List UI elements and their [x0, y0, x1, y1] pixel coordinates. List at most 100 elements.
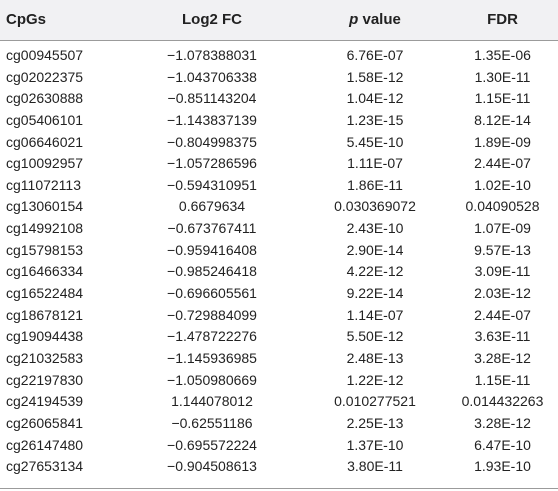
table-row: cg14992108 −0.673767411 2.43E-10 1.07E-09	[0, 218, 558, 240]
cell-cpg: cg18678121	[6, 306, 84, 323]
cell-log2fc: −0.62551186	[171, 414, 253, 431]
cell-cpg: cg24194539	[6, 393, 84, 410]
cell-log2fc: −1.050980669	[167, 371, 257, 388]
cell-fdr: 1.89E-09	[474, 133, 531, 150]
table-header: CpGs Log2 FC p value FDR	[0, 0, 558, 41]
cell-cpg: cg26065841	[6, 414, 84, 431]
cell-fdr: 3.28E-12	[474, 349, 531, 366]
table-row: cg10092957 −1.057286596 1.11E-07 2.44E-07	[0, 153, 558, 175]
table-row: cg15798153 −0.959416408 2.90E-14 9.57E-13	[0, 240, 558, 262]
cell-fdr: 1.35E-06	[474, 47, 531, 63]
cell-cpg: cg16522484	[6, 285, 84, 302]
cell-fdr: 0.014432263	[461, 393, 544, 410]
cell-p-value: 2.48E-13	[346, 349, 404, 366]
cell-p-value: 2.90E-14	[346, 241, 404, 258]
cell-fdr: 1.93E-10	[474, 458, 531, 475]
cell-p-value: 1.23E-15	[346, 111, 404, 128]
cell-fdr: 6.47E-10	[474, 436, 531, 453]
cell-log2fc: −0.985246418	[167, 263, 257, 280]
cell-p-value: 1.11E-07	[347, 155, 403, 172]
table-row: cg27653134 −0.904508613 3.80E-11 1.93E-10	[0, 456, 558, 478]
cell-p-value: 0.010277521	[334, 393, 416, 410]
cell-p-value: 5.50E-12	[346, 328, 404, 345]
cell-cpg: cg22197830	[6, 371, 84, 388]
cell-log2fc: −1.145936985	[167, 349, 257, 366]
cell-log2fc: −0.594310951	[167, 176, 257, 193]
cell-fdr: 1.02E-10	[474, 176, 531, 193]
cell-p-value: 6.76E-07	[346, 47, 404, 63]
cell-fdr: 9.57E-13	[474, 241, 531, 258]
cell-log2fc: −1.043706338	[167, 68, 257, 85]
cell-p-value: 4.22E-12	[346, 263, 404, 280]
cell-p-value: 5.45E-10	[346, 133, 404, 150]
cell-cpg: cg15798153	[6, 241, 84, 258]
cell-p-value: 1.14E-07	[346, 306, 404, 323]
cell-p-value: 2.43E-10	[346, 220, 404, 237]
cell-cpg: cg14992108	[6, 220, 84, 237]
cell-fdr: 3.09E-11	[474, 263, 531, 280]
table-row: cg06646021 −0.804998375 5.45E-10 1.89E-09	[0, 132, 558, 154]
cell-log2fc: −0.729884099	[167, 306, 257, 323]
cell-p-value: 1.86E-11	[347, 176, 403, 193]
header-p-value: p value	[290, 0, 460, 40]
cell-p-value: 1.22E-12	[346, 371, 404, 388]
cell-fdr: 8.12E-14	[474, 111, 531, 128]
table-row: cg26147480 −0.695572224 1.37E-10 6.47E-10	[0, 435, 558, 457]
cell-log2fc: −1.478722276	[167, 328, 257, 345]
table-row: cg02630888 −0.851143204 1.04E-12 1.15E-11	[0, 88, 558, 110]
cell-p-value: 3.80E-11	[347, 458, 403, 475]
cell-cpg: cg16466334	[6, 263, 84, 280]
table-row: cg22197830 −1.050980669 1.22E-12 1.15E-11	[0, 370, 558, 392]
cell-cpg: cg02630888	[6, 90, 84, 107]
cell-log2fc: 1.144078012	[171, 393, 253, 410]
table-row: cg02022375 −1.043706338 1.58E-12 1.30E-11	[0, 67, 558, 89]
table-row: cg13060154 0.6679634 0.030369072 0.04090528	[0, 196, 558, 218]
header-log2fc: Log2 FC	[182, 11, 242, 28]
cell-cpg: cg11072113	[6, 176, 81, 193]
cell-log2fc: −0.673767411	[167, 220, 257, 237]
cell-log2fc: −0.804998375	[167, 133, 257, 150]
table-bottom-rule	[0, 488, 558, 489]
cell-log2fc: 0.6679634	[178, 198, 246, 215]
cell-log2fc: −0.959416408	[167, 241, 257, 258]
cell-log2fc: −1.057286596	[167, 155, 257, 172]
cell-p-value: 1.37E-10	[346, 436, 404, 453]
table-row: cg21032583 −1.145936985 2.48E-13 3.28E-12	[0, 348, 558, 370]
cell-cpg: cg02022375	[6, 68, 84, 85]
header-fdr: FDR	[487, 11, 518, 28]
cell-cpg: cg13060154	[6, 198, 84, 215]
table-row: cg16466334 −0.985246418 4.22E-12 3.09E-11	[0, 261, 558, 283]
cell-fdr: 1.15E-11	[474, 371, 531, 388]
table-row: cg24194539 1.144078012 0.010277521 0.014432…	[0, 391, 558, 413]
cell-p-value: 2.25E-13	[346, 414, 404, 431]
header-cpgs: CpGs	[6, 11, 47, 28]
cell-log2fc: −1.078388031	[167, 47, 257, 63]
table-body: cg00945507 −1.078388031 6.76E-07 1.35E-06 cg…	[0, 45, 558, 478]
cell-cpg: cg27653134	[6, 458, 84, 475]
table-row: cg16522484 −0.696605561 9.22E-14 2.03E-12	[0, 283, 558, 305]
table-row: cg18678121 −0.729884099 1.14E-07 2.44E-07	[0, 305, 558, 327]
cell-fdr: 1.15E-11	[474, 90, 531, 107]
table-row: cg19094438 −1.478722276 5.50E-12 3.63E-11	[0, 326, 558, 348]
header-p-rest: value	[358, 11, 401, 28]
cell-fdr: 2.44E-07	[474, 155, 531, 172]
cell-log2fc: −0.851143204	[167, 90, 257, 107]
table-row: cg05406101 −1.143837139 1.23E-15 8.12E-14	[0, 110, 558, 132]
cell-log2fc: −1.143837139	[167, 111, 257, 128]
cell-fdr: 3.28E-12	[474, 414, 531, 431]
cell-fdr: 0.04090528	[465, 198, 540, 215]
cell-fdr: 3.63E-11	[474, 328, 531, 345]
cell-cpg: cg06646021	[6, 133, 84, 150]
cell-cpg: cg00945507	[6, 47, 84, 63]
cell-log2fc: −0.696605561	[167, 285, 257, 302]
cell-fdr: 1.07E-09	[474, 220, 531, 237]
cell-cpg: cg19094438	[6, 328, 84, 345]
table-row: cg00945507 −1.078388031 6.76E-07 1.35E-06	[0, 45, 558, 67]
cell-p-value: 0.030369072	[334, 198, 416, 215]
cell-p-value: 1.58E-12	[346, 68, 404, 85]
cell-p-value: 1.04E-12	[346, 90, 404, 107]
cell-log2fc: −0.904508613	[167, 458, 257, 475]
cell-cpg: cg05406101	[6, 111, 84, 128]
cell-cpg: cg10092957	[6, 155, 84, 172]
